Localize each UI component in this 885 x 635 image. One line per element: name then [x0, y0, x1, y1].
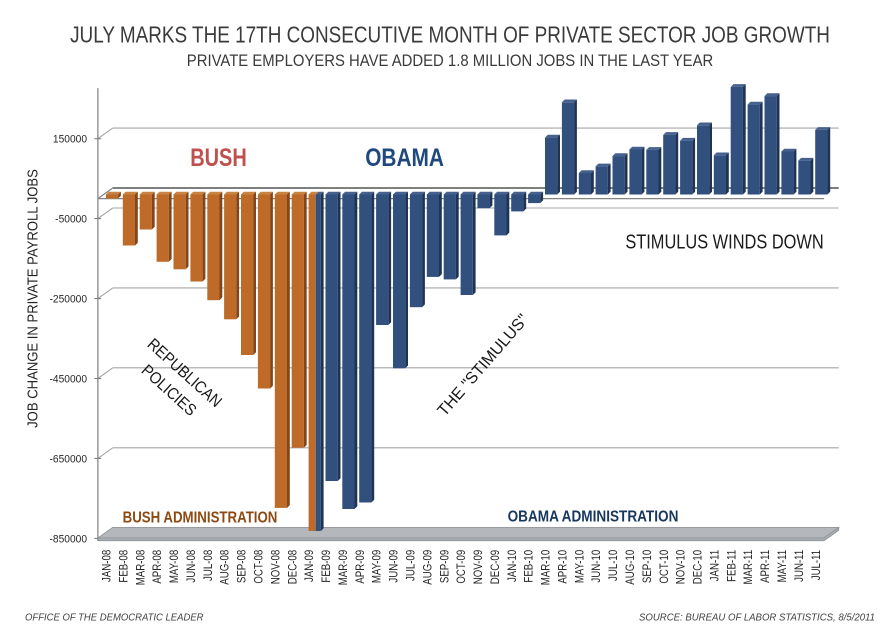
svg-text:OBAMA ADMINISTRATION: OBAMA ADMINISTRATION — [508, 509, 679, 526]
svg-text:SOURCE: BUREAU OF LABOR STATIS: SOURCE: BUREAU OF LABOR STATISTICS, 8/5/… — [639, 612, 875, 623]
svg-text:JUL-11: JUL-11 — [810, 550, 823, 580]
svg-text:NOV-09: NOV-09 — [472, 550, 485, 584]
svg-text:MAR-09: MAR-09 — [337, 550, 350, 585]
svg-text:JOB CHANGE IN PRIVATE PAYROLL: JOB CHANGE IN PRIVATE PAYROLL JOBS — [24, 169, 41, 428]
svg-text:AUG-08: AUG-08 — [219, 550, 232, 585]
svg-text:MAR-08: MAR-08 — [134, 550, 147, 585]
svg-text:MAY-11: MAY-11 — [776, 550, 789, 583]
svg-text:JAN-10: JAN-10 — [506, 550, 519, 582]
svg-text:150000: 150000 — [53, 133, 87, 145]
svg-text:SEP-10: SEP-10 — [641, 550, 654, 583]
svg-text:APR-11: APR-11 — [759, 550, 772, 583]
svg-text:MAY-09: MAY-09 — [371, 550, 384, 583]
svg-text:JAN-09: JAN-09 — [303, 550, 316, 582]
svg-text:DEC-10: DEC-10 — [692, 550, 705, 584]
svg-text:FEB-08: FEB-08 — [118, 550, 131, 583]
svg-text:OBAMA: OBAMA — [365, 143, 444, 171]
svg-text:MAY-08: MAY-08 — [168, 550, 181, 583]
svg-text:SEP-08: SEP-08 — [236, 550, 249, 583]
svg-text:-850000: -850000 — [49, 533, 87, 545]
svg-text:-450000: -450000 — [49, 373, 87, 385]
svg-text:NOV-08: NOV-08 — [270, 550, 283, 584]
svg-text:FEB-10: FEB-10 — [523, 550, 536, 583]
svg-text:MAR-10: MAR-10 — [540, 550, 553, 585]
svg-text:BUSH ADMINISTRATION: BUSH ADMINISTRATION — [123, 509, 278, 526]
svg-text:NOV-10: NOV-10 — [675, 550, 688, 584]
svg-text:BUSH: BUSH — [190, 144, 247, 172]
svg-text:JUN-09: JUN-09 — [388, 550, 401, 583]
svg-text:FEB-09: FEB-09 — [320, 550, 333, 583]
svg-text:FEB-11: FEB-11 — [725, 550, 738, 582]
svg-text:PRIVATE EMPLOYERS HAVE ADDED 1: PRIVATE EMPLOYERS HAVE ADDED 1.8 MILLION… — [187, 52, 713, 70]
svg-text:JAN-08: JAN-08 — [101, 550, 114, 582]
svg-text:JAN-11: JAN-11 — [709, 550, 722, 582]
svg-text:MAR-11: MAR-11 — [742, 550, 755, 585]
svg-text:APR-08: APR-08 — [151, 550, 164, 584]
svg-text:JUL-08: JUL-08 — [202, 550, 215, 581]
svg-text:JUL-10: JUL-10 — [607, 550, 620, 581]
svg-text:JUN-08: JUN-08 — [185, 550, 198, 583]
svg-text:JUN-10: JUN-10 — [590, 550, 603, 583]
svg-text:SEP-09: SEP-09 — [438, 550, 451, 583]
svg-text:APR-10: APR-10 — [557, 550, 570, 584]
svg-text:OFFICE OF THE DEMOCRATIC LEADE: OFFICE OF THE DEMOCRATIC LEADER — [25, 612, 204, 623]
svg-text:-250000: -250000 — [49, 293, 87, 305]
svg-text:STIMULUS WINDS DOWN: STIMULUS WINDS DOWN — [625, 230, 823, 253]
svg-text:DEC-08: DEC-08 — [286, 550, 299, 584]
svg-text:AUG-09: AUG-09 — [422, 550, 435, 585]
svg-text:JUN-11: JUN-11 — [793, 550, 806, 582]
svg-text:OCT-10: OCT-10 — [658, 550, 671, 584]
svg-text:JULY MARKS THE 17TH CONSECUTIV: JULY MARKS THE 17TH CONSECUTIVE MONTH OF… — [70, 23, 830, 48]
svg-text:MAY-10: MAY-10 — [574, 550, 587, 583]
svg-text:JUL-09: JUL-09 — [405, 550, 418, 581]
svg-text:-50000: -50000 — [55, 213, 87, 225]
svg-text:OCT-08: OCT-08 — [253, 550, 266, 584]
svg-text:APR-09: APR-09 — [354, 550, 367, 584]
svg-text:AUG-10: AUG-10 — [624, 550, 637, 585]
svg-text:OCT-09: OCT-09 — [455, 550, 468, 584]
svg-text:DEC-09: DEC-09 — [489, 550, 502, 584]
svg-text:-650000: -650000 — [49, 453, 87, 465]
